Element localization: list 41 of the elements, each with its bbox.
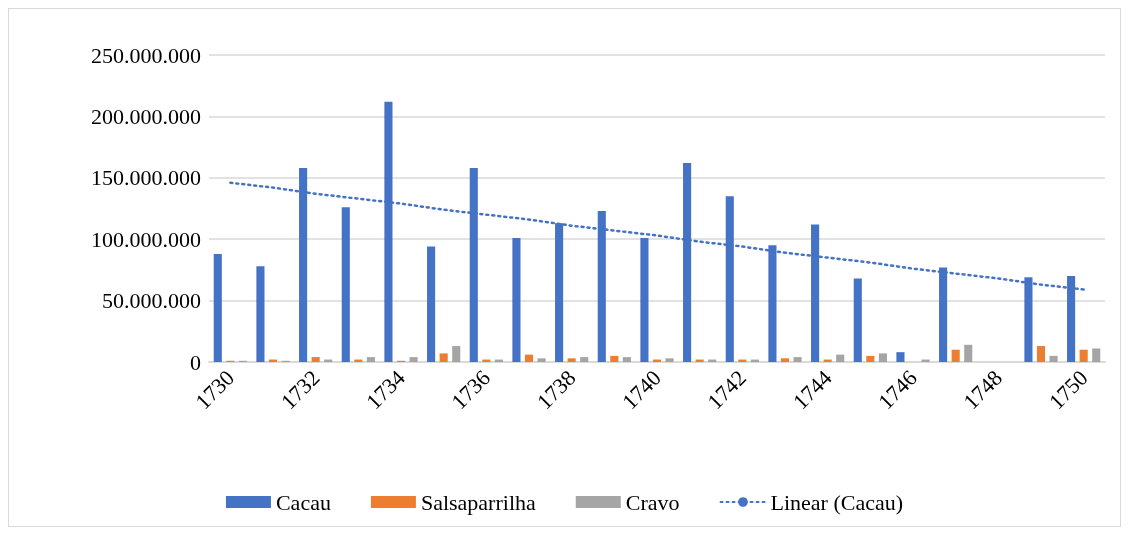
bar <box>780 358 790 362</box>
y-tick-label: 200.000.000 <box>91 103 201 129</box>
bar <box>213 253 222 362</box>
bar <box>452 346 461 362</box>
bar <box>878 353 887 362</box>
legend-label: Linear (Cacau) <box>770 489 904 515</box>
bar <box>567 358 576 362</box>
y-tick-label: 50.000.000 <box>102 288 201 314</box>
bar <box>853 278 862 362</box>
bar <box>439 353 448 362</box>
bar <box>640 237 649 362</box>
bar <box>1079 349 1088 362</box>
legend-label: Cacau <box>275 489 331 515</box>
legend-label: Salsaparrilha <box>420 489 536 515</box>
bar <box>836 354 845 362</box>
bar <box>665 358 674 362</box>
y-tick-label: 250.000.000 <box>91 42 201 68</box>
bar <box>622 357 631 362</box>
bar <box>366 357 375 362</box>
bar <box>866 355 875 362</box>
bar <box>1036 346 1046 362</box>
bar <box>610 355 619 362</box>
bar <box>896 352 905 362</box>
bar <box>524 354 534 362</box>
bar <box>580 357 589 362</box>
bar <box>793 357 802 362</box>
y-tick-label: 100.000.000 <box>91 226 201 252</box>
bar <box>537 358 546 362</box>
legend-label: Cravo <box>625 489 680 515</box>
bar <box>256 266 265 362</box>
bar <box>311 357 320 362</box>
bar <box>427 246 436 362</box>
bar <box>341 207 350 362</box>
bar <box>1049 355 1058 362</box>
bar <box>512 237 521 362</box>
bar <box>1092 348 1101 362</box>
bar <box>409 357 418 362</box>
bar <box>964 344 973 362</box>
y-tick-label: 0 <box>190 349 201 375</box>
bar <box>951 349 960 362</box>
y-tick-label: 150.000.000 <box>91 165 201 191</box>
